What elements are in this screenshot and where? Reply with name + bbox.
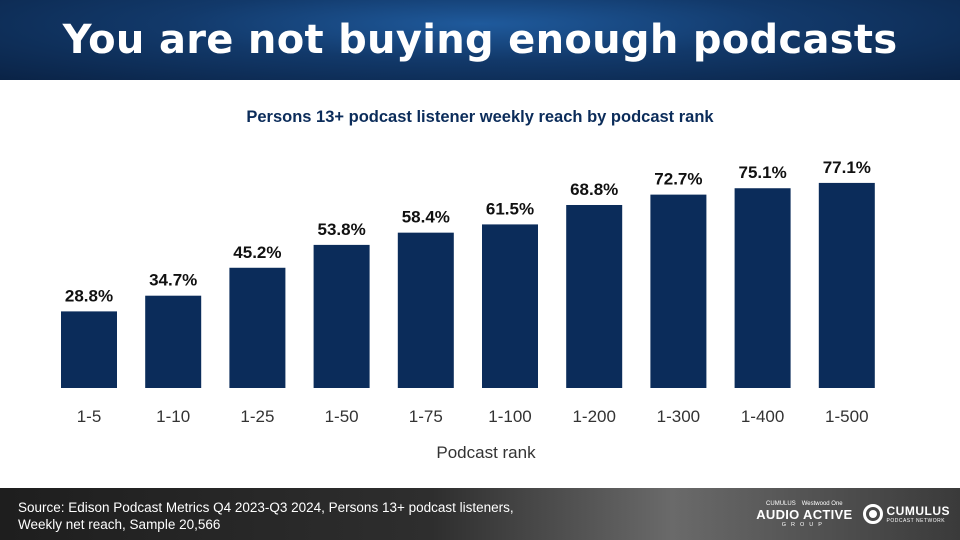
bar-1-50 [313,244,370,388]
bar-1-100 [482,224,538,388]
data-label-1-50: 53.8% [317,220,365,239]
x-tick-label-1-10: 1-10 [156,407,190,426]
bar-1-75 [397,232,454,388]
chart-title: Persons 13+ podcast listener weekly reac… [246,108,714,126]
x-axis-label: Podcast rank [436,443,536,462]
data-label-1-5: 28.8% [65,286,113,305]
x-tick-label-1-25: 1-25 [240,407,274,426]
cumulus-main-text: CUMULUS [886,504,950,518]
bar-1-10 [145,295,202,388]
bar-1-5 [61,311,117,388]
aag-sub-text: GROUP [781,521,827,528]
data-label-1-300: 72.7% [654,170,702,189]
data-label-1-200: 68.8% [570,180,618,199]
bar-1-500 [818,182,875,388]
header-banner: You are not buying enough podcasts [0,0,960,80]
x-tick-label-1-5: 1-5 [77,407,102,426]
cumulus-icon [862,504,883,524]
bar-1-200 [566,204,623,388]
page-title: You are not buying enough podcasts [62,17,898,63]
bar-1-400 [734,188,791,388]
data-label-1-400: 75.1% [738,163,786,182]
data-label-1-25: 45.2% [233,243,281,262]
x-tick-label-1-200: 1-200 [572,407,615,426]
x-tick-label-1-400: 1-400 [741,407,784,426]
aag-main-text: AUDIO ACTIVE [756,506,853,522]
data-label-1-75: 58.4% [402,208,450,227]
source-line-1: Source: Edison Podcast Metrics Q4 2023-Q… [18,500,514,515]
source-note: Source: Edison Podcast Metrics Q4 2023-Q… [18,499,618,533]
cumulus-podcast-network-logo: CUMULUS PODCAST NETWORK [862,504,951,524]
x-tick-label-1-75: 1-75 [409,407,443,426]
bar-chart: 28.8% 1-5 34.7% 1-10 45.2% 1-25 53.8% 1-50 58.4%… [61,158,875,462]
aag-cumulus-text: CUMULUS [766,500,796,507]
data-label-1-100: 61.5% [486,199,534,218]
source-line-2: Weekly net reach, Sample 20,566 [18,517,221,532]
footer-bar: Source: Edison Podcast Metrics Q4 2023-Q… [0,488,960,540]
bar-1-300 [650,194,707,388]
x-tick-label-1-100: 1-100 [488,407,531,426]
aag-westwood-text: Westwood One [801,500,843,507]
cumulus-sub-text: PODCAST NETWORK [886,518,946,524]
x-tick-label-1-50: 1-50 [325,407,359,426]
audio-active-group-logo: CUMULUS Westwood One AUDIO ACTIVE GROUP [756,501,852,528]
x-tick-label-1-300: 1-300 [657,407,700,426]
data-label-1-10: 34.7% [149,271,197,290]
logos: CUMULUS Westwood One AUDIO ACTIVE GROUP … [756,494,950,534]
data-label-1-500: 77.1% [823,158,871,177]
x-tick-label-1-500: 1-500 [825,407,868,426]
bar-1-25 [229,267,286,388]
